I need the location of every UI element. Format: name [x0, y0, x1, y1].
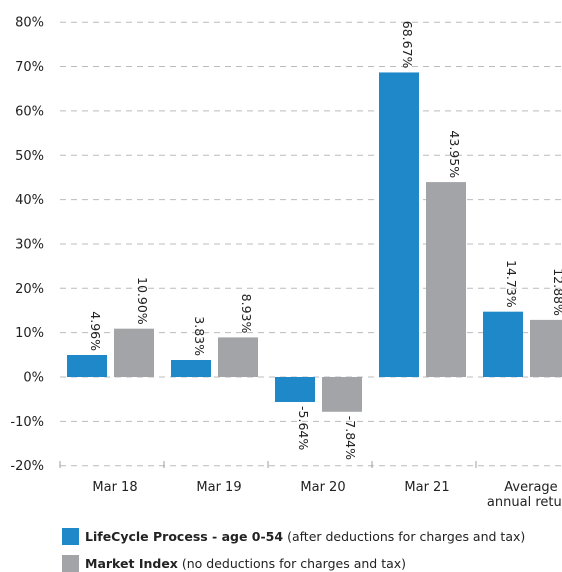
y-tick-label: -20% — [10, 459, 44, 474]
bar — [322, 377, 362, 412]
x-category-label: Average — [504, 480, 557, 495]
y-tick-label: 40% — [15, 193, 44, 208]
legend-swatch-lifecycle — [62, 528, 79, 545]
y-tick-label: -10% — [10, 415, 44, 430]
bar — [483, 311, 523, 377]
legend-label-market-index: Market Index — [85, 556, 178, 571]
bar — [218, 337, 258, 377]
data-label: 68.67% — [400, 21, 415, 69]
bar — [379, 72, 419, 377]
data-label: 10.90% — [135, 277, 150, 325]
bar — [171, 360, 211, 377]
y-tick-label: 30% — [15, 237, 44, 252]
x-category-label: Mar 19 — [196, 480, 241, 495]
legend-note-market-index: (no deductions for charges and tax) — [181, 556, 407, 571]
y-tick-label: 0% — [23, 371, 44, 386]
legend-swatch-market-index — [62, 555, 79, 572]
data-label: 12.88% — [551, 268, 562, 316]
data-label: -7.84% — [343, 416, 358, 460]
x-category-label: annual return — [487, 495, 562, 510]
data-label: 43.95% — [447, 130, 462, 178]
legend-item-lifecycle: LifeCycle Process - age 0-54 (after dedu… — [62, 528, 525, 545]
data-label: 8.93% — [239, 294, 254, 334]
y-tick-label: 20% — [15, 282, 44, 297]
legend-label-lifecycle: LifeCycle Process - age 0-54 — [85, 529, 284, 544]
bar — [114, 328, 154, 377]
y-tick-label: 50% — [15, 149, 44, 164]
bar — [426, 182, 466, 377]
bar-chart: 80% 70% 60% 50% 40% 30% 20% 10% 0% -10% -20% 4.96% 3… — [10, 16, 562, 510]
y-tick-label: 80% — [15, 16, 44, 31]
x-category-label: Mar 21 — [404, 480, 449, 495]
data-label: -5.64% — [296, 406, 311, 450]
x-category-label: Mar 18 — [92, 480, 137, 495]
data-label: 3.83% — [192, 316, 207, 356]
bar — [67, 355, 107, 377]
bar — [530, 319, 562, 377]
legend-item-market-index: Market Index (no deductions for charges … — [62, 555, 406, 572]
y-tick-label: 10% — [15, 326, 44, 341]
y-tick-label: 60% — [15, 104, 44, 119]
data-label: 4.96% — [88, 311, 103, 351]
bar — [275, 377, 315, 403]
legend-note-lifecycle: (after deductions for charges and tax) — [287, 529, 526, 544]
y-tick-label: 70% — [15, 60, 44, 75]
data-label: 14.73% — [504, 260, 519, 308]
x-category-label: Mar 20 — [300, 480, 345, 495]
